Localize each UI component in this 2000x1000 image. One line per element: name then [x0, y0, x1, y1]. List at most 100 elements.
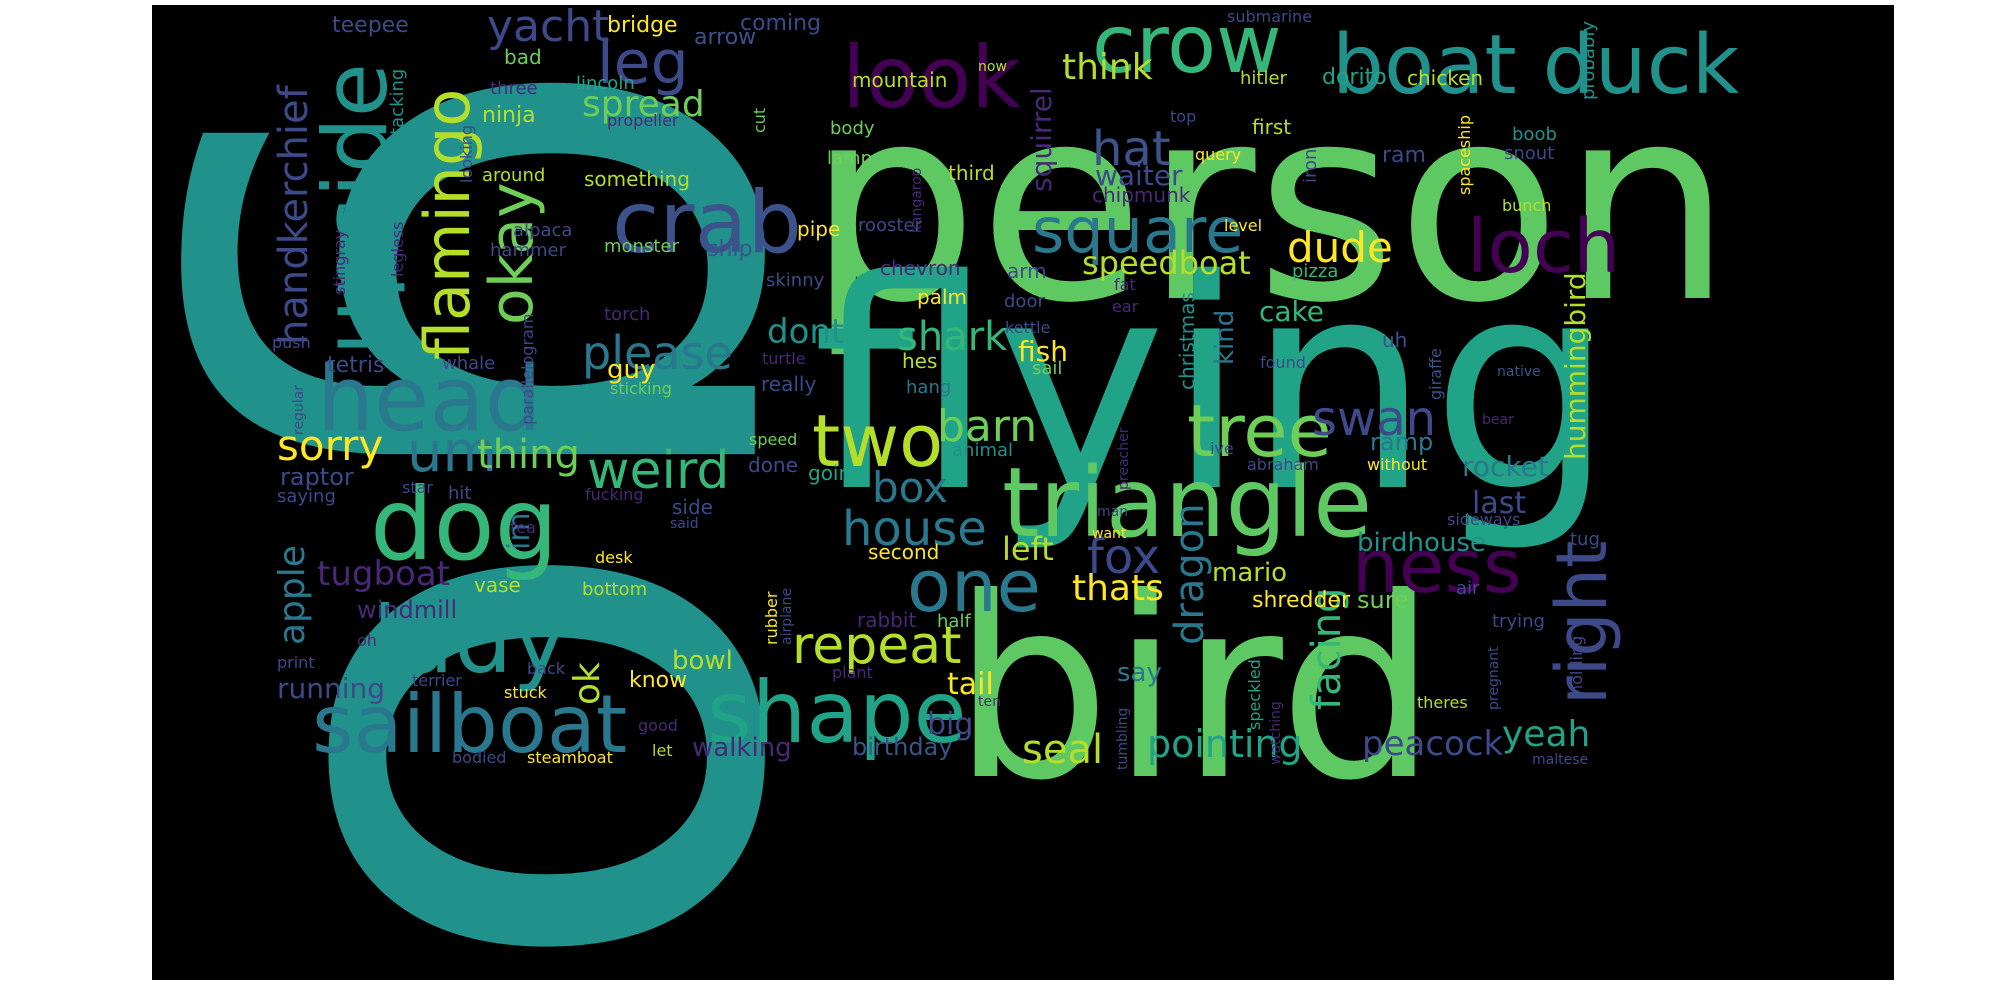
word-iron: iron — [1300, 148, 1321, 183]
word-vase: vase — [474, 573, 521, 597]
word-boat-duck: boat duck — [1332, 18, 1740, 113]
word-around: around — [482, 165, 546, 186]
word-chevron: chevron — [880, 256, 961, 280]
word-speckled: speckled — [1245, 659, 1264, 730]
word-cake: cake — [1259, 295, 1324, 328]
word-ninja: ninja — [482, 103, 536, 128]
word-mountain: mountain — [852, 68, 948, 92]
word-back: back — [527, 659, 566, 678]
word-first: first — [1252, 115, 1292, 139]
word-yeah: yeah — [1502, 714, 1591, 755]
word-ten: ten — [978, 694, 1001, 710]
word-theres: theres — [1417, 693, 1468, 712]
word-squirrel: squirrel — [1025, 87, 1058, 192]
word-ok: ok — [567, 662, 608, 705]
word-fish: fish — [1018, 335, 1068, 368]
word-preacher: preacher — [1116, 427, 1132, 490]
word-sideways: sideways — [1447, 510, 1521, 529]
word-dont: dont — [767, 312, 845, 352]
word-triangle: triangle — [1002, 447, 1373, 559]
word-arrow: arrow — [694, 25, 757, 50]
word-tugboat: tugboat — [317, 554, 451, 594]
word-hummingbird: hummingbird — [1559, 272, 1592, 460]
word-say: say — [1117, 658, 1162, 688]
word-peacock: peacock — [1362, 724, 1504, 764]
word-bird: bird — [952, 544, 1438, 835]
word-looking: looking — [457, 124, 476, 183]
word-seal: seal — [1022, 727, 1104, 773]
word-house: house — [842, 501, 987, 557]
word-sorry: sorry — [277, 421, 384, 470]
word-fucking: fucking — [585, 485, 644, 504]
word-bodied: bodied — [452, 748, 507, 767]
word-ness: ness — [1352, 524, 1522, 610]
word-propeller: propeller — [607, 111, 679, 130]
word-chicken: chicken — [1407, 66, 1484, 90]
word-weird: weird — [587, 441, 730, 501]
word-bunch: bunch — [1502, 196, 1552, 215]
word-crow: crow — [1092, 5, 1282, 91]
word-handkerchief: handkerchief — [271, 85, 317, 345]
word-walking: walking — [692, 733, 792, 763]
word-birthday: birthday — [852, 733, 953, 761]
word-hang: hang — [906, 377, 952, 398]
word-raptor: raptor — [280, 463, 354, 491]
word-legless: legless — [388, 221, 407, 277]
word-speed: speed — [749, 430, 798, 449]
word-good: good — [638, 716, 678, 735]
word-tetris: tetris — [327, 353, 385, 378]
word-top: top — [1170, 107, 1197, 126]
word-trying: trying — [1492, 611, 1545, 632]
word-going: going — [808, 461, 864, 485]
word-stingray: stingray — [330, 229, 349, 295]
word-tail: tail — [947, 667, 994, 702]
word-print: print — [277, 653, 315, 672]
word-coming: coming — [740, 11, 822, 36]
word-cut: cut — [750, 107, 769, 133]
word-tree: tree — [1187, 389, 1332, 473]
word-done: done — [748, 453, 798, 477]
word-ear: ear — [1112, 297, 1139, 316]
word-watching: watching — [1268, 701, 1284, 765]
word-running: running — [277, 672, 386, 705]
word-attacking: attacking — [387, 68, 408, 153]
word-left: left — [1002, 530, 1054, 568]
word-birdhouse: birdhouse — [1357, 528, 1486, 558]
word-stuck: stuck — [504, 683, 547, 702]
word-snout: snout — [1504, 143, 1555, 164]
word-kettle: kettle — [1005, 318, 1051, 337]
word-pizza: pizza — [1292, 261, 1339, 282]
word-apple: apple — [272, 545, 313, 645]
word-fox: fox — [1087, 529, 1161, 585]
word-rooster: rooster — [858, 215, 922, 236]
word-swan: swan — [1312, 391, 1437, 447]
word-native: native — [1497, 364, 1541, 380]
word-kind: kind — [1210, 309, 1240, 365]
word-push: push — [272, 333, 311, 352]
word-sailboat: sailboat — [312, 678, 628, 771]
word-steamboat: steamboat — [527, 748, 613, 767]
word-guy: guy — [607, 355, 656, 385]
word-probably: probably — [1578, 21, 1599, 100]
word-bottom: bottom — [582, 579, 648, 600]
word-skinny: skinny — [766, 270, 825, 291]
word-whale: whale — [442, 353, 496, 374]
word-last: last — [1472, 486, 1527, 521]
word-saying: saying — [277, 486, 336, 507]
word-body: body — [830, 118, 875, 139]
word-found: found — [1260, 353, 1306, 372]
word-dog: dog — [370, 466, 559, 583]
word-windmill: windmill — [357, 596, 458, 624]
word-shark: shark — [897, 314, 1008, 360]
word-spread: spread — [582, 84, 705, 125]
word-level: level — [1224, 216, 1263, 235]
word-one: one — [907, 544, 1041, 628]
word-giraffe: giraffe — [1426, 348, 1445, 400]
word-plant: plant — [832, 663, 873, 682]
word-sticking: sticking — [610, 379, 672, 398]
word-alpaca: alpaca — [513, 220, 573, 241]
word-crab: crab — [612, 173, 802, 273]
word-bridge: bridge — [607, 13, 678, 38]
word-lamp: lamp — [827, 148, 872, 169]
word-monster: monster — [604, 236, 679, 257]
